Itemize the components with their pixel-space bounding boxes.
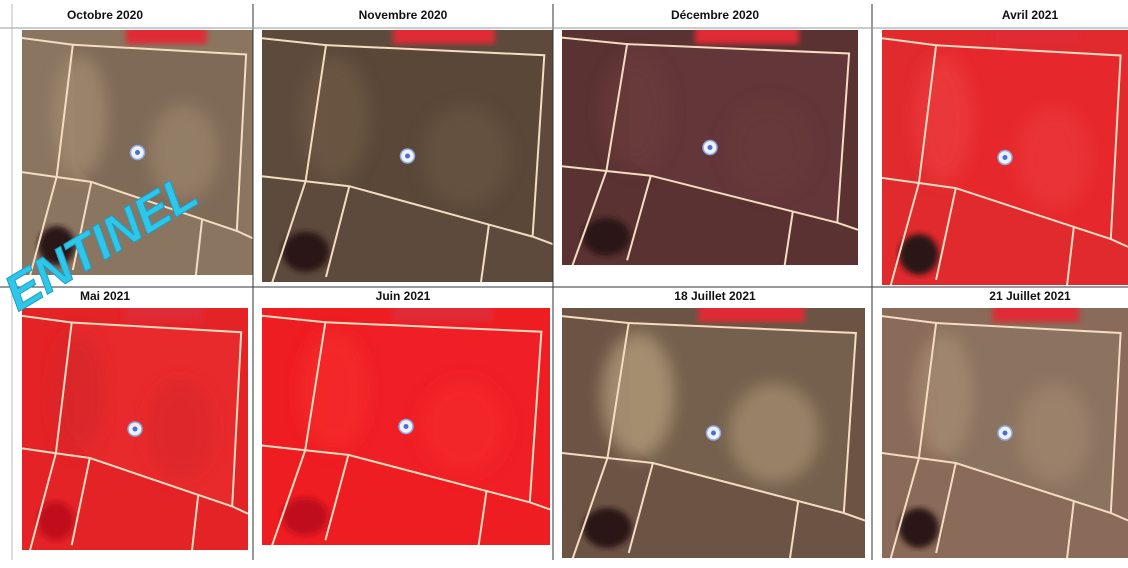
texture-patch <box>913 333 974 458</box>
panel-label: 18 Juillet 2021 <box>674 289 756 303</box>
neighbour-field <box>392 30 495 44</box>
field-boundary <box>22 314 73 550</box>
texture-patch <box>51 332 106 454</box>
neighbour-field <box>698 308 805 322</box>
field-boundary <box>936 44 1122 240</box>
separators <box>0 4 1128 560</box>
field-boundary <box>71 181 93 271</box>
location-marker-dot <box>711 430 716 436</box>
texture-patch <box>600 53 672 171</box>
location-marker-dot <box>1002 155 1008 160</box>
texture-patch <box>728 383 820 483</box>
neighbour-field <box>391 308 493 322</box>
field-boundary <box>1066 500 1075 558</box>
panel-label: Décembre 2020 <box>671 8 759 22</box>
location-marker-dot <box>135 150 140 155</box>
field-boundary <box>477 490 488 545</box>
satellite-image <box>882 30 1128 285</box>
texture-patch <box>299 331 369 451</box>
satellite-image <box>562 30 858 265</box>
field-boundary <box>262 314 327 545</box>
field-boundary <box>936 322 1122 514</box>
field-boundary <box>935 187 957 281</box>
neighbour-field <box>992 30 1079 44</box>
field-boundary <box>72 43 248 231</box>
field-boundary <box>22 36 74 275</box>
field-boundary <box>882 37 938 285</box>
texture-patch <box>913 55 974 183</box>
dark-patch <box>582 218 631 256</box>
field-boundary <box>935 462 957 554</box>
location-marker-dot <box>405 153 410 159</box>
location-marker-dot <box>1002 430 1008 436</box>
field-boundary <box>262 37 328 282</box>
location-marker-dot <box>403 424 409 429</box>
field-boundary <box>325 185 351 278</box>
field-boundary <box>71 321 243 507</box>
texture-patch <box>299 55 370 182</box>
panel-label: Juin 2021 <box>376 289 431 303</box>
neighbour-field <box>125 30 207 44</box>
field-boundary <box>562 36 629 265</box>
neighbour-field <box>992 308 1079 322</box>
field-boundary <box>191 494 200 550</box>
field-boundary <box>325 44 546 237</box>
texture-patch <box>1017 106 1092 209</box>
location-marker-dot <box>707 145 713 150</box>
panel-grid: Octobre 2020 Novembre 2020 Décembre 2020 Av… <box>22 8 1128 558</box>
panel-label: Avril 2021 <box>1002 8 1059 22</box>
field-boundary <box>194 218 204 275</box>
neighbour-field <box>695 30 799 44</box>
dark-patch <box>37 501 74 541</box>
satellite-image <box>262 308 550 545</box>
panel-label: 21 Juillet 2021 <box>989 289 1071 303</box>
field-boundary <box>1066 226 1075 285</box>
field-boundary <box>628 322 857 514</box>
texture-patch <box>149 103 219 202</box>
panel-label: Novembre 2020 <box>359 8 448 22</box>
satellite-image <box>262 30 553 282</box>
field-boundary <box>627 43 851 223</box>
dark-patch <box>583 508 632 548</box>
texture-patch <box>146 380 215 478</box>
field-boundary <box>479 223 490 282</box>
field-boundary <box>324 454 350 541</box>
texture-patch <box>1017 383 1092 483</box>
satellite-image <box>562 308 865 558</box>
texture-patch <box>422 105 510 207</box>
dark-patch <box>38 226 76 266</box>
dark-patch <box>899 234 939 275</box>
panel-label: Mai 2021 <box>80 289 130 303</box>
field-boundary <box>789 500 800 558</box>
satellite-image <box>22 308 248 550</box>
texture-patch <box>724 100 814 195</box>
dark-patch <box>282 231 329 272</box>
texture-patch <box>601 333 675 458</box>
neighbour-field <box>123 308 203 322</box>
field-boundary <box>562 315 630 558</box>
texture-patch <box>420 379 507 474</box>
field-boundary <box>627 462 654 554</box>
field-boundary <box>882 315 938 558</box>
location-marker-dot <box>132 426 138 432</box>
dark-patch <box>282 497 329 536</box>
texture-patch <box>52 54 108 177</box>
field-boundary <box>626 175 652 261</box>
satellite-image <box>22 30 253 275</box>
field-boundary <box>70 457 91 546</box>
dark-patch <box>899 508 939 548</box>
field-boundary <box>325 321 543 503</box>
field-boundary <box>783 210 794 265</box>
satellite-image <box>882 308 1128 558</box>
panel-label: Octobre 2020 <box>67 8 143 22</box>
